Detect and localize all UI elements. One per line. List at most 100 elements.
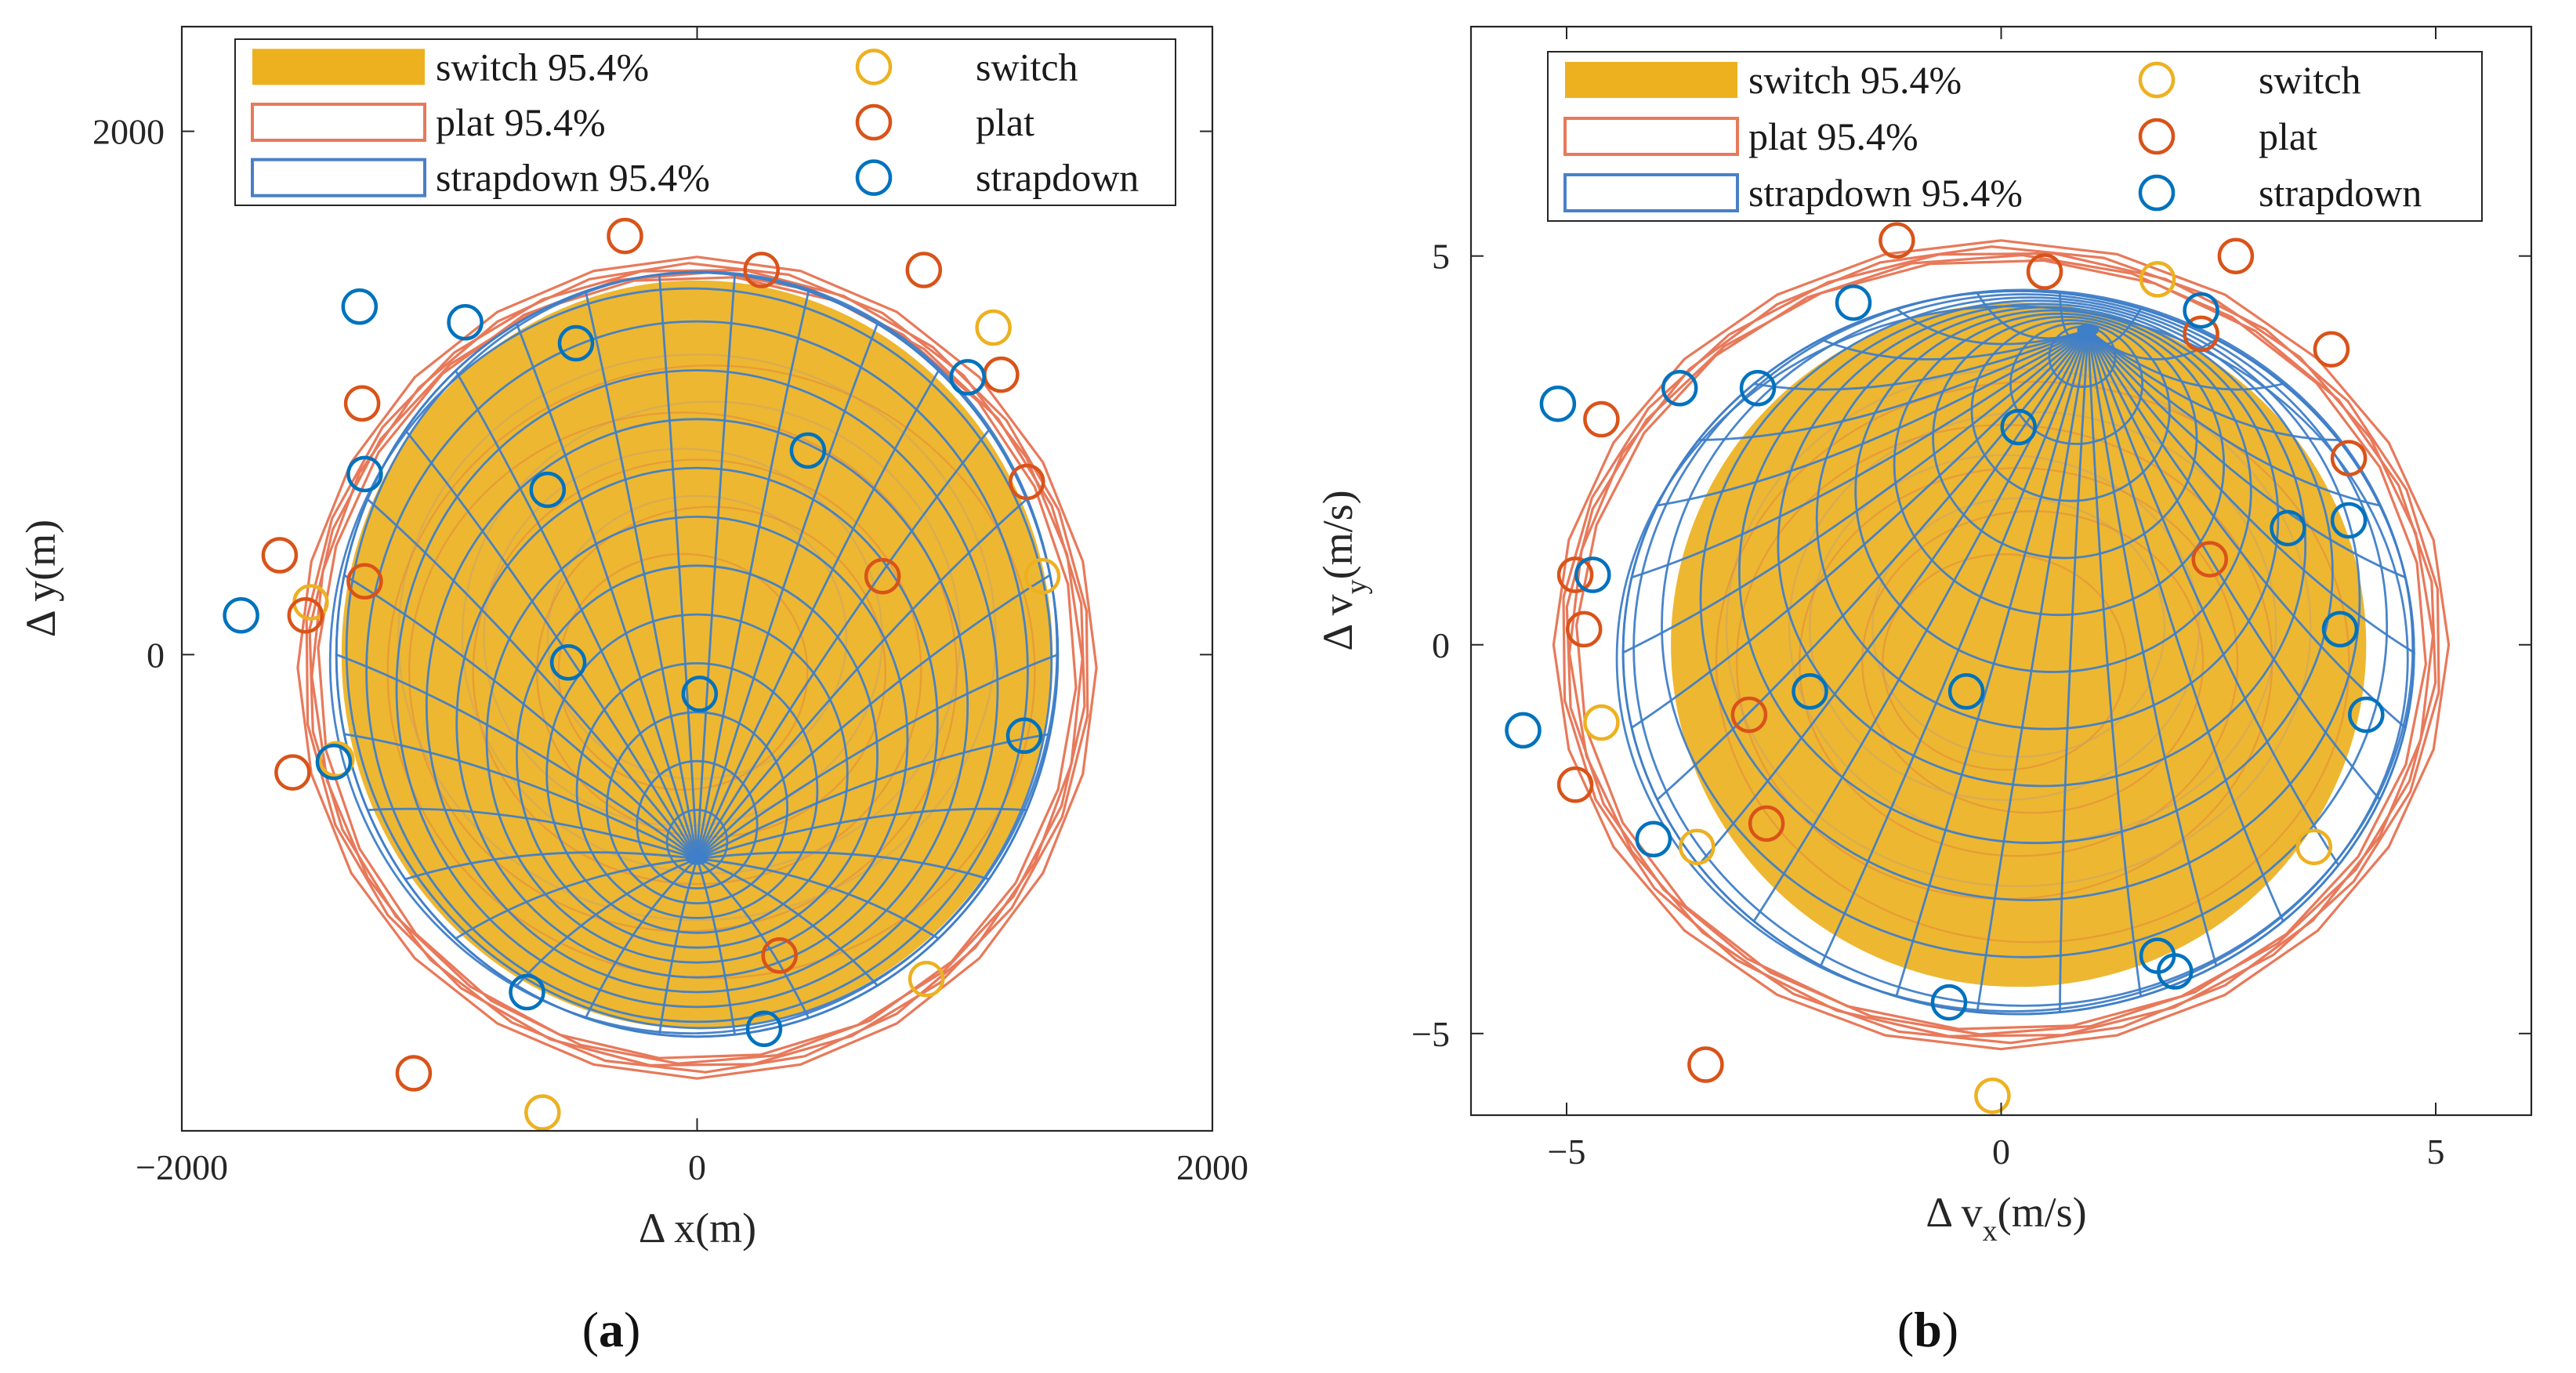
strapdown-latitude xyxy=(485,516,909,964)
panel-a-chart: −2000 0 2000 0 2000 Δ x(m) Δ y(m) switch 95.4% p… xyxy=(17,25,1248,1357)
legend-swatch-wire xyxy=(251,158,426,197)
plat-marker xyxy=(761,937,798,974)
plat-marker xyxy=(2330,440,2368,476)
strapdown-marker xyxy=(1835,284,1872,321)
y-axis-label: Δ y(m) xyxy=(17,520,64,637)
plat-marker xyxy=(983,356,1020,393)
strapdown-marker xyxy=(1539,385,1577,422)
strapdown-marker xyxy=(509,973,545,1011)
strapdown-meridian xyxy=(1895,329,2089,997)
y-tick-label: 2000 xyxy=(92,112,165,152)
strapdown-marker xyxy=(1661,370,1698,407)
y-axis-label-units: (m/s) xyxy=(1314,490,1361,579)
legend-marker xyxy=(2138,118,2176,155)
legend: switch 95.4% plat 95.4% strapdown 95.4% swi… xyxy=(1547,51,2483,222)
strapdown-marker xyxy=(2000,408,2037,446)
strapdown-latitude xyxy=(1970,319,2171,502)
plat-marker xyxy=(743,252,780,288)
switch-ellipsoid-fill xyxy=(341,280,1053,1029)
strapdown-latitude xyxy=(395,369,999,1009)
strapdown-marker xyxy=(2348,696,2385,734)
legend-swatch-wire xyxy=(1563,117,1739,156)
strapdown-marker xyxy=(1792,673,1828,710)
strapdown-meridian xyxy=(2087,328,2284,391)
plat-marker xyxy=(2026,253,2063,290)
strapdown-latitude xyxy=(606,711,789,904)
strapdown-meridian xyxy=(1698,328,2089,441)
switch-texture-ring xyxy=(397,353,997,922)
strapdown-latitude xyxy=(425,418,969,994)
strapdown-latitude xyxy=(545,613,849,934)
x-axis-label: Δ vx(m/s) xyxy=(1926,1189,2086,1248)
y-tick-label: 0 xyxy=(147,635,165,675)
plat-marker xyxy=(1583,400,1620,438)
switch-texture-ring xyxy=(1715,381,2350,944)
strapdown-marker xyxy=(745,1010,783,1048)
plat-marker xyxy=(395,1055,433,1092)
plat-wire-ring xyxy=(317,270,1078,1065)
strapdown-meridian xyxy=(2087,329,2142,997)
switch-ellipsoid-fill xyxy=(1671,302,2367,987)
strapdown-meridian xyxy=(1656,329,2089,801)
switch-marker xyxy=(2295,828,2332,865)
strapdown-marker xyxy=(549,644,587,681)
switch-texture-ring xyxy=(386,364,1036,980)
legend-label: strapdown 95.4% xyxy=(1748,171,2023,215)
strapdown-meridian xyxy=(1657,328,2089,507)
y-tick-label: 5 xyxy=(1432,237,1450,277)
strapdown-marker xyxy=(681,676,719,712)
x-tick-label: 0 xyxy=(688,1147,706,1187)
strapdown-marker xyxy=(557,324,595,362)
plat-marker xyxy=(1748,805,1785,842)
strapdown-markers xyxy=(223,288,1043,1048)
strapdown-meridian xyxy=(2087,329,2415,654)
legend-swatch-wire xyxy=(1563,173,1739,212)
strapdown-meridian xyxy=(455,857,697,940)
strapdown-meridian xyxy=(516,857,698,987)
plat-marker xyxy=(1730,696,1768,734)
plot-area xyxy=(1505,222,2451,1114)
x-tick-label: 0 xyxy=(1992,1132,2010,1172)
strapdown-marker xyxy=(341,288,379,325)
strapdown-pole xyxy=(2077,323,2100,336)
strapdown-latitude xyxy=(575,662,819,919)
legend-label: switch 95.4% xyxy=(1748,58,1962,102)
plat-marker xyxy=(1565,610,1603,648)
plat-marker xyxy=(607,217,643,255)
x-tick-label: 5 xyxy=(2427,1132,2445,1172)
strapdown-meridian xyxy=(404,851,697,881)
legend-label: strapdown xyxy=(976,156,1139,200)
strapdown-meridian xyxy=(1976,329,2089,1013)
strapdown-meridian xyxy=(2087,329,2407,729)
strapdown-meridian xyxy=(344,733,698,860)
strapdown-outline xyxy=(1632,288,2415,1007)
strapdown-marker xyxy=(529,471,567,509)
plat-wire-ring xyxy=(1574,253,2427,1036)
switch-texture-ring xyxy=(1882,553,2128,771)
switch-marker xyxy=(975,309,1012,346)
strapdown-marker xyxy=(2330,502,2368,539)
switch-marker xyxy=(1583,704,1620,741)
plat-marker xyxy=(1009,463,1045,501)
plot-area xyxy=(223,217,1098,1131)
strapdown-marker xyxy=(447,304,484,341)
strapdown-marker xyxy=(2157,953,2194,990)
strapdown-meridian xyxy=(2087,328,2380,507)
strapdown-latitude xyxy=(636,759,759,890)
strapdown-ellipsoid-wireframe xyxy=(328,270,1060,1038)
strapdown-meridian xyxy=(2087,329,2284,922)
strapdown-meridian xyxy=(343,574,698,860)
legend-marker xyxy=(855,159,893,196)
switch-texture-ring xyxy=(472,458,922,886)
y-tick-label: −5 xyxy=(1411,1014,1450,1054)
strapdown-latitude xyxy=(1893,312,2226,617)
strapdown-meridian xyxy=(1697,329,2089,866)
strapdown-marker xyxy=(789,432,827,469)
legend-label: strapdown 95.4% xyxy=(436,156,710,200)
x-tick-label: −2000 xyxy=(136,1147,228,1187)
y-axis-label-sub: y xyxy=(1340,579,1373,594)
strapdown-marker xyxy=(2321,610,2359,648)
strapdown-meridian xyxy=(696,733,1050,860)
plat-marker xyxy=(2217,237,2255,274)
strapdown-meridian xyxy=(696,574,1051,860)
